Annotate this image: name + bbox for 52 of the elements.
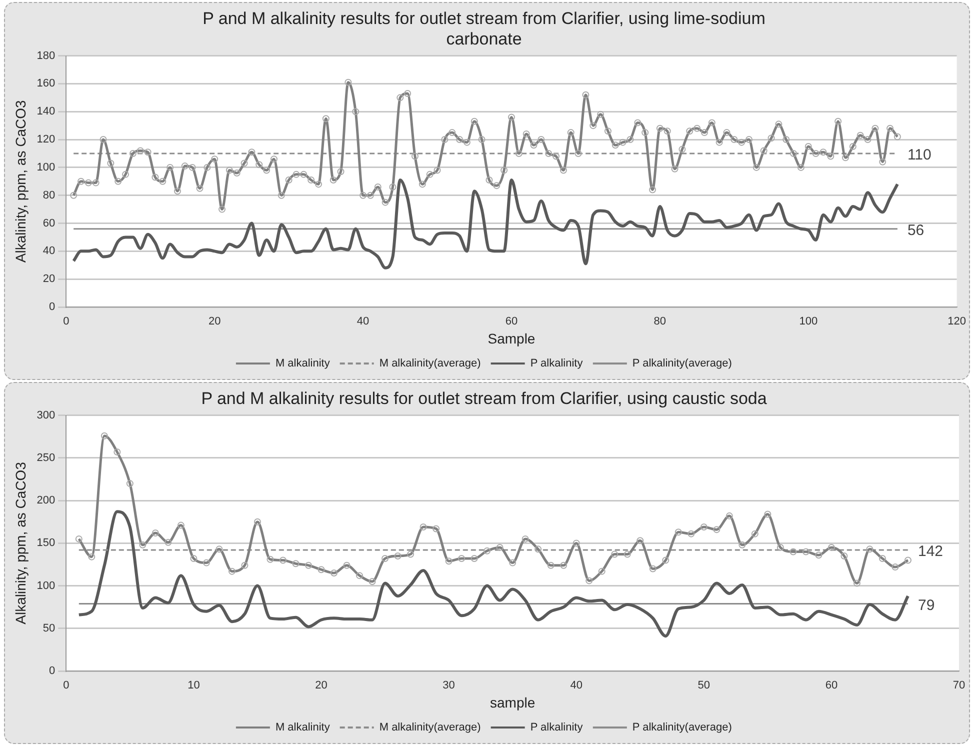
x-tick-label: 0 xyxy=(63,316,70,328)
x-tick-label: 10 xyxy=(188,680,200,692)
y-tick-label: 300 xyxy=(36,409,56,422)
y-tick-label: 250 xyxy=(36,452,56,464)
legend-label: P alkalinity(average) xyxy=(632,358,732,370)
legend-label: P alkalinity(average) xyxy=(632,722,732,734)
x-tick-label: 30 xyxy=(442,680,455,692)
y-tick-label: 80 xyxy=(42,189,56,202)
y-tick-label: 160 xyxy=(36,78,56,90)
data-label: 56 xyxy=(907,222,924,239)
y-axis-title: Alkalinity, ppm, as CaCO3 xyxy=(12,100,28,263)
y-tick-label: 20 xyxy=(42,273,56,286)
legend-label: M alkalinity(average) xyxy=(379,358,481,370)
x-tick-label: 60 xyxy=(505,316,518,328)
y-tick-label: 180 xyxy=(36,50,56,62)
y-axis-title: Alkalinity, ppm, as CaCO3 xyxy=(12,462,28,624)
y-tick-label: 60 xyxy=(42,217,56,230)
y-tick-label: 120 xyxy=(36,134,56,146)
line-series xyxy=(72,178,899,270)
y-tick-label: 150 xyxy=(36,537,56,550)
x-axis-title: sample xyxy=(490,694,536,710)
y-tick-label: 40 xyxy=(42,245,56,258)
y-tick-label: 200 xyxy=(36,494,56,507)
y-tick-label: 0 xyxy=(49,301,56,314)
x-tick-label: 60 xyxy=(825,680,838,692)
y-tick-label: 0 xyxy=(49,665,56,678)
x-tick-label: 70 xyxy=(952,680,966,692)
data-label: 110 xyxy=(907,146,932,164)
line-series xyxy=(77,510,910,638)
y-tick-label: 100 xyxy=(36,161,56,174)
legend-label: M alkalinity xyxy=(275,358,330,370)
y-tick-label: 140 xyxy=(36,106,56,118)
x-tick-label: 40 xyxy=(570,680,582,692)
legend-label: P alkalinity xyxy=(530,358,584,370)
x-axis-title: Sample xyxy=(488,330,536,346)
x-tick-label: 20 xyxy=(315,680,328,692)
y-tick-label: 50 xyxy=(42,622,56,634)
x-tick-label: 100 xyxy=(799,316,818,328)
x-tick-label: 40 xyxy=(356,316,370,328)
y-tick-label: 100 xyxy=(36,580,56,592)
x-tick-label: 80 xyxy=(654,316,666,328)
data-label: 79 xyxy=(918,596,935,614)
x-tick-label: 0 xyxy=(63,680,70,692)
x-tick-label: 120 xyxy=(948,316,966,328)
data-label: 142 xyxy=(918,543,944,560)
x-tick-label: 20 xyxy=(208,316,221,328)
legend-label: M alkalinity(average) xyxy=(379,722,481,734)
chart-title: P and M alkalinity results for outlet stream from Clarifier, using caustic soda xyxy=(201,388,768,408)
legend-label: M alkalinity xyxy=(275,722,330,734)
chart-title: P and M alkalinity results for outlet stream from Clarifier, using lime-sodium carbonate xyxy=(202,8,766,48)
x-tick-label: 50 xyxy=(698,680,710,692)
legend-label: P alkalinity xyxy=(530,722,584,734)
